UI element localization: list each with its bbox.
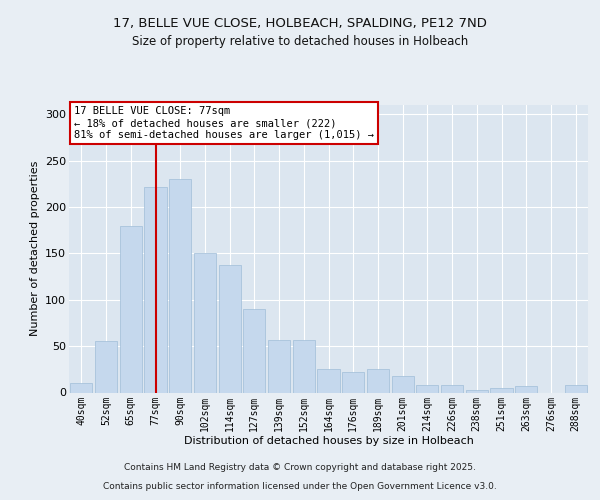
Text: 17, BELLE VUE CLOSE, HOLBEACH, SPALDING, PE12 7ND: 17, BELLE VUE CLOSE, HOLBEACH, SPALDING,… xyxy=(113,18,487,30)
Bar xyxy=(194,254,216,392)
Bar xyxy=(466,390,488,392)
Bar xyxy=(169,179,191,392)
Text: 17 BELLE VUE CLOSE: 77sqm
← 18% of detached houses are smaller (222)
81% of semi: 17 BELLE VUE CLOSE: 77sqm ← 18% of detac… xyxy=(74,106,374,140)
X-axis label: Distribution of detached houses by size in Holbeach: Distribution of detached houses by size … xyxy=(184,436,473,446)
Bar xyxy=(268,340,290,392)
Bar xyxy=(145,186,167,392)
Bar xyxy=(367,370,389,392)
Bar xyxy=(218,266,241,392)
Bar xyxy=(416,385,439,392)
Bar xyxy=(392,376,414,392)
Bar xyxy=(515,386,538,392)
Text: Size of property relative to detached houses in Holbeach: Size of property relative to detached ho… xyxy=(132,35,468,48)
Bar xyxy=(293,340,315,392)
Bar xyxy=(441,385,463,392)
Bar xyxy=(119,226,142,392)
Bar xyxy=(490,388,512,392)
Bar xyxy=(565,385,587,392)
Y-axis label: Number of detached properties: Number of detached properties xyxy=(29,161,40,336)
Bar xyxy=(95,342,117,392)
Bar xyxy=(243,309,265,392)
Text: Contains HM Land Registry data © Crown copyright and database right 2025.: Contains HM Land Registry data © Crown c… xyxy=(124,464,476,472)
Bar xyxy=(317,370,340,392)
Bar xyxy=(342,372,364,392)
Bar xyxy=(70,383,92,392)
Text: Contains public sector information licensed under the Open Government Licence v3: Contains public sector information licen… xyxy=(103,482,497,491)
